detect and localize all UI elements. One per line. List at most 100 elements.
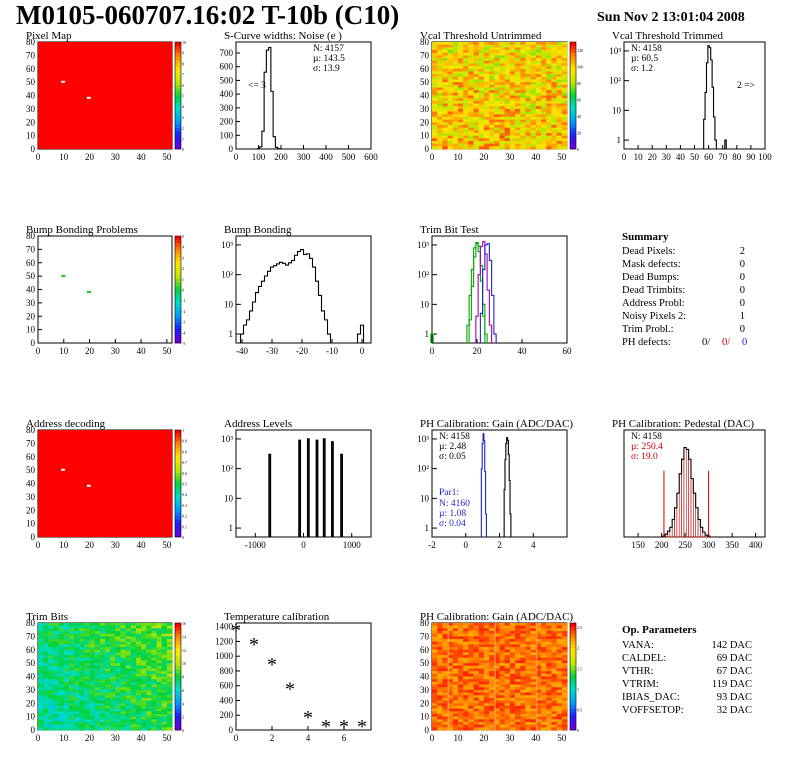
heatmap-cell bbox=[457, 140, 464, 145]
x-tick-label: 40 bbox=[137, 540, 147, 550]
heatmap-cell bbox=[468, 135, 474, 139]
heatmap-cell bbox=[447, 647, 454, 651]
color-scale-cell bbox=[175, 494, 181, 499]
heatmap-cell bbox=[161, 705, 168, 709]
heatmap-cell bbox=[561, 58, 568, 62]
heatmap-cell bbox=[110, 633, 116, 637]
heatmap-cell bbox=[530, 100, 537, 104]
heatmap-cell bbox=[447, 98, 454, 102]
heatmap-cell bbox=[89, 713, 96, 718]
heatmap-cell bbox=[74, 719, 80, 723]
x-tick-label: 1000 bbox=[343, 540, 362, 550]
heatmap-cell bbox=[447, 50, 454, 54]
heatmap-cell bbox=[509, 636, 516, 640]
heatmap-cell bbox=[499, 87, 506, 91]
heatmap-cell bbox=[494, 55, 500, 59]
heatmap-cell bbox=[546, 68, 552, 72]
heatmap-cell bbox=[166, 623, 173, 627]
heatmap-cell bbox=[442, 63, 448, 67]
heatmap-cell bbox=[561, 50, 568, 54]
heatmap-cell bbox=[43, 681, 49, 685]
heatmap-cell bbox=[68, 695, 75, 699]
heatmap-cell bbox=[515, 106, 521, 110]
heatmap-cell bbox=[546, 716, 552, 720]
heatmap-cell bbox=[494, 625, 500, 629]
heatmap-cell bbox=[68, 727, 75, 731]
heatmap-cell bbox=[561, 639, 568, 643]
heatmap-cell bbox=[530, 652, 537, 656]
heatmap-cell bbox=[151, 673, 157, 677]
heatmap-cell bbox=[120, 716, 127, 720]
heatmap-cell bbox=[556, 700, 563, 704]
heatmap-cell bbox=[120, 631, 127, 635]
color-scale-cell bbox=[570, 726, 576, 731]
heatmap-cell bbox=[130, 692, 137, 696]
heatmap-cell bbox=[115, 649, 121, 653]
heatmap-cell bbox=[489, 58, 495, 62]
heatmap-cell bbox=[89, 652, 96, 656]
heatmap-cell bbox=[105, 684, 111, 688]
heatmap-cell bbox=[437, 665, 443, 669]
heatmap-cell bbox=[561, 625, 568, 629]
heatmap-cell bbox=[525, 50, 532, 54]
plot-frame bbox=[235, 622, 372, 731]
heatmap-cell bbox=[452, 631, 459, 635]
color-scale-cell bbox=[175, 687, 181, 692]
y-tick-label: 0 bbox=[425, 144, 430, 154]
heatmap-cell bbox=[546, 633, 552, 637]
heatmap-cell bbox=[483, 681, 490, 685]
heatmap-cell bbox=[468, 66, 474, 70]
heatmap-cell bbox=[463, 681, 469, 685]
heatmap-cell bbox=[457, 111, 464, 115]
chart-title: Pixel Map bbox=[26, 30, 72, 42]
heatmap-cell bbox=[535, 68, 542, 72]
heatmap-cell bbox=[468, 711, 474, 715]
heatmap-cell bbox=[546, 663, 552, 667]
heatmap-cell bbox=[494, 106, 500, 110]
heatmap-cell bbox=[125, 668, 132, 672]
heatmap-cell bbox=[504, 111, 511, 115]
x-tick-label: 0 bbox=[430, 733, 435, 743]
heatmap-cell bbox=[551, 74, 558, 78]
heatmap-cell bbox=[442, 103, 448, 107]
color-scale bbox=[174, 235, 182, 344]
heatmap-cell bbox=[84, 711, 90, 715]
heatmap-cell bbox=[546, 673, 552, 677]
heatmap-cell bbox=[473, 713, 480, 718]
heatmap-cell bbox=[483, 130, 490, 134]
heatmap-cell bbox=[110, 703, 116, 707]
color-scale-label: 2 bbox=[182, 126, 184, 131]
heatmap-cell bbox=[58, 703, 65, 707]
heatmap-cell bbox=[520, 719, 526, 723]
heatmap-cell bbox=[530, 671, 537, 675]
heatmap-cell bbox=[535, 71, 542, 75]
heatmap-cell bbox=[525, 687, 532, 691]
color-scale-cell bbox=[175, 318, 181, 322]
heatmap-cell bbox=[463, 116, 469, 120]
heatmap-cell bbox=[110, 681, 116, 685]
color-scale-cell bbox=[175, 479, 181, 484]
heatmap-cell bbox=[156, 695, 163, 699]
color-scale-cell bbox=[175, 529, 181, 534]
heatmap-cell bbox=[473, 681, 480, 685]
heatmap-cell bbox=[43, 641, 49, 645]
heatmap-cell bbox=[125, 639, 132, 643]
heatmap-cell bbox=[53, 652, 60, 656]
heatmap-cell bbox=[494, 708, 500, 712]
heatmap-cell bbox=[432, 684, 438, 688]
heatmap-cell bbox=[115, 703, 121, 707]
color-scale-cell bbox=[175, 239, 181, 244]
heatmap-cell bbox=[541, 668, 547, 672]
heatmap-cell bbox=[452, 42, 459, 46]
heatmap-cell bbox=[135, 623, 142, 627]
heatmap-cell bbox=[447, 124, 454, 128]
heatmap-cell bbox=[161, 647, 168, 651]
heatmap-cell bbox=[68, 692, 75, 696]
color-scale-cell bbox=[175, 95, 181, 100]
heatmap-cell bbox=[99, 700, 106, 704]
heatmap-cell bbox=[125, 692, 132, 696]
heatmap-cell bbox=[74, 665, 80, 669]
heatmap-cell bbox=[478, 103, 485, 107]
heatmap-cell bbox=[437, 727, 443, 731]
heatmap-cell bbox=[110, 652, 116, 656]
